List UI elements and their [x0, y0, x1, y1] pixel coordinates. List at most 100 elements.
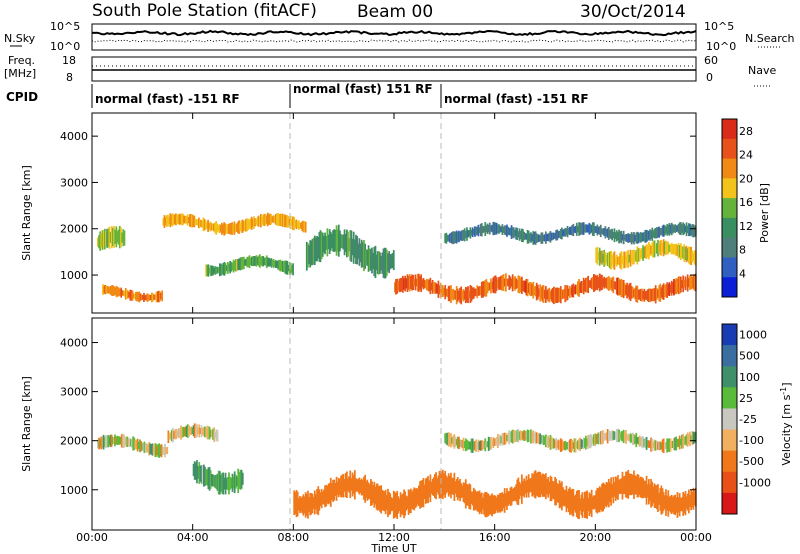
heatmap-cell	[581, 222, 584, 235]
heatmap-cell	[693, 432, 696, 443]
heatmap-cell	[359, 479, 362, 494]
heatmap-cell	[598, 247, 601, 266]
heatmap-cell	[175, 213, 177, 226]
heatmap-cell	[364, 243, 367, 269]
heatmap-cell	[501, 275, 504, 291]
heatmap-cell	[329, 231, 332, 251]
heatmap-cell	[208, 222, 211, 230]
heatmap-cell	[435, 283, 437, 294]
heatmap-cell	[488, 222, 491, 235]
heatmap-cell	[482, 225, 484, 234]
heatmap-cell	[623, 475, 626, 495]
heatmap-cell	[628, 234, 631, 243]
heatmap-cell	[488, 282, 491, 291]
heatmap-cell	[545, 286, 547, 303]
heatmap-cell	[318, 232, 321, 262]
heatmap-cell	[311, 493, 314, 514]
heatmap-cell	[404, 275, 407, 292]
heatmap-cell	[400, 277, 403, 292]
heatmap-cell	[587, 275, 590, 294]
heatmap-cell	[155, 443, 157, 458]
heatmap-cell	[565, 228, 568, 236]
heatmap-cell	[443, 473, 445, 496]
heatmap-cell	[480, 440, 483, 451]
heatmap-cell	[193, 461, 196, 480]
heatmap-cell	[301, 221, 304, 231]
heatmap-cell	[231, 262, 234, 271]
heatmap-cell	[646, 245, 649, 258]
heatmap-cell	[462, 437, 465, 451]
heatmap-cell	[586, 224, 588, 233]
heatmap-cell	[691, 224, 694, 237]
heatmap-cell	[384, 247, 387, 279]
heatmap-cell	[213, 223, 215, 232]
heatmap-cell	[192, 463, 195, 477]
colorbar-swatch	[722, 408, 737, 431]
heatmap-cell	[554, 287, 556, 304]
heatmap-cell	[315, 237, 317, 262]
heatmap-cell	[422, 278, 425, 290]
heatmap-cell	[297, 498, 300, 511]
heatmap-cell	[596, 246, 599, 265]
heatmap-cell	[139, 293, 142, 301]
heatmap-cell	[643, 247, 646, 259]
heatmap-cell	[343, 229, 346, 256]
heatmap-cell	[498, 437, 500, 445]
heatmap-cell	[183, 427, 186, 437]
heatmap-cell	[518, 228, 521, 241]
heatmap-cell	[456, 477, 459, 501]
heatmap-cell	[533, 286, 536, 295]
colorbar-tick-label: 28	[739, 125, 753, 138]
heatmap-cell	[413, 278, 416, 287]
heatmap-cell	[567, 440, 570, 451]
heatmap-cell	[426, 278, 428, 291]
heatmap-cell	[274, 214, 277, 225]
colorbar-swatch	[722, 277, 737, 298]
heatmap-cell	[596, 487, 599, 514]
heatmap-cell	[499, 225, 501, 233]
heatmap-cell	[469, 484, 472, 510]
heatmap-cell	[507, 226, 510, 236]
heatmap-cell	[162, 218, 165, 226]
heatmap-cell	[542, 235, 545, 241]
heatmap-cell	[362, 242, 364, 268]
x-axis-label: Time UT	[370, 542, 416, 554]
heatmap-cell	[386, 249, 388, 276]
heatmap-cell	[626, 471, 628, 498]
heatmap-cell	[508, 430, 511, 445]
heatmap-cell	[476, 442, 479, 450]
heatmap-cell	[365, 481, 368, 498]
heatmap-cell	[611, 228, 614, 241]
heatmap-cell	[134, 439, 137, 449]
heatmap-cell	[570, 226, 572, 235]
heatmap-cell	[666, 224, 669, 236]
heatmap-cell	[325, 236, 328, 250]
heatmap-cell	[205, 264, 208, 277]
heatmap-cell	[367, 245, 370, 272]
heatmap-cell	[666, 282, 669, 298]
heatmap-cell	[309, 240, 312, 268]
heatmap-cell	[207, 219, 209, 232]
heatmap-cell	[618, 278, 620, 296]
heatmap-cell	[223, 261, 226, 276]
heatmap-cell	[642, 478, 644, 499]
heatmap-cell	[662, 438, 665, 453]
heatmap-cell	[662, 492, 665, 511]
heatmap-cell	[216, 223, 219, 233]
heatmap-cell	[529, 282, 531, 296]
heatmap-cell	[590, 489, 593, 518]
heatmap-cell	[463, 441, 466, 448]
heatmap-cell	[609, 229, 611, 238]
heatmap-cell	[171, 213, 174, 227]
heatmap-cell	[601, 228, 603, 235]
heatmap-cell	[348, 238, 350, 252]
heatmap-cell	[321, 232, 324, 257]
heatmap-cell	[310, 240, 313, 266]
heatmap-cell	[467, 440, 469, 450]
heatmap-cell	[653, 240, 656, 258]
heatmap-cell	[420, 274, 423, 292]
heatmap-cell	[459, 287, 461, 303]
heatmap-cell	[114, 229, 117, 244]
heatmap-cell	[295, 219, 298, 230]
heatmap-cell	[200, 465, 203, 484]
